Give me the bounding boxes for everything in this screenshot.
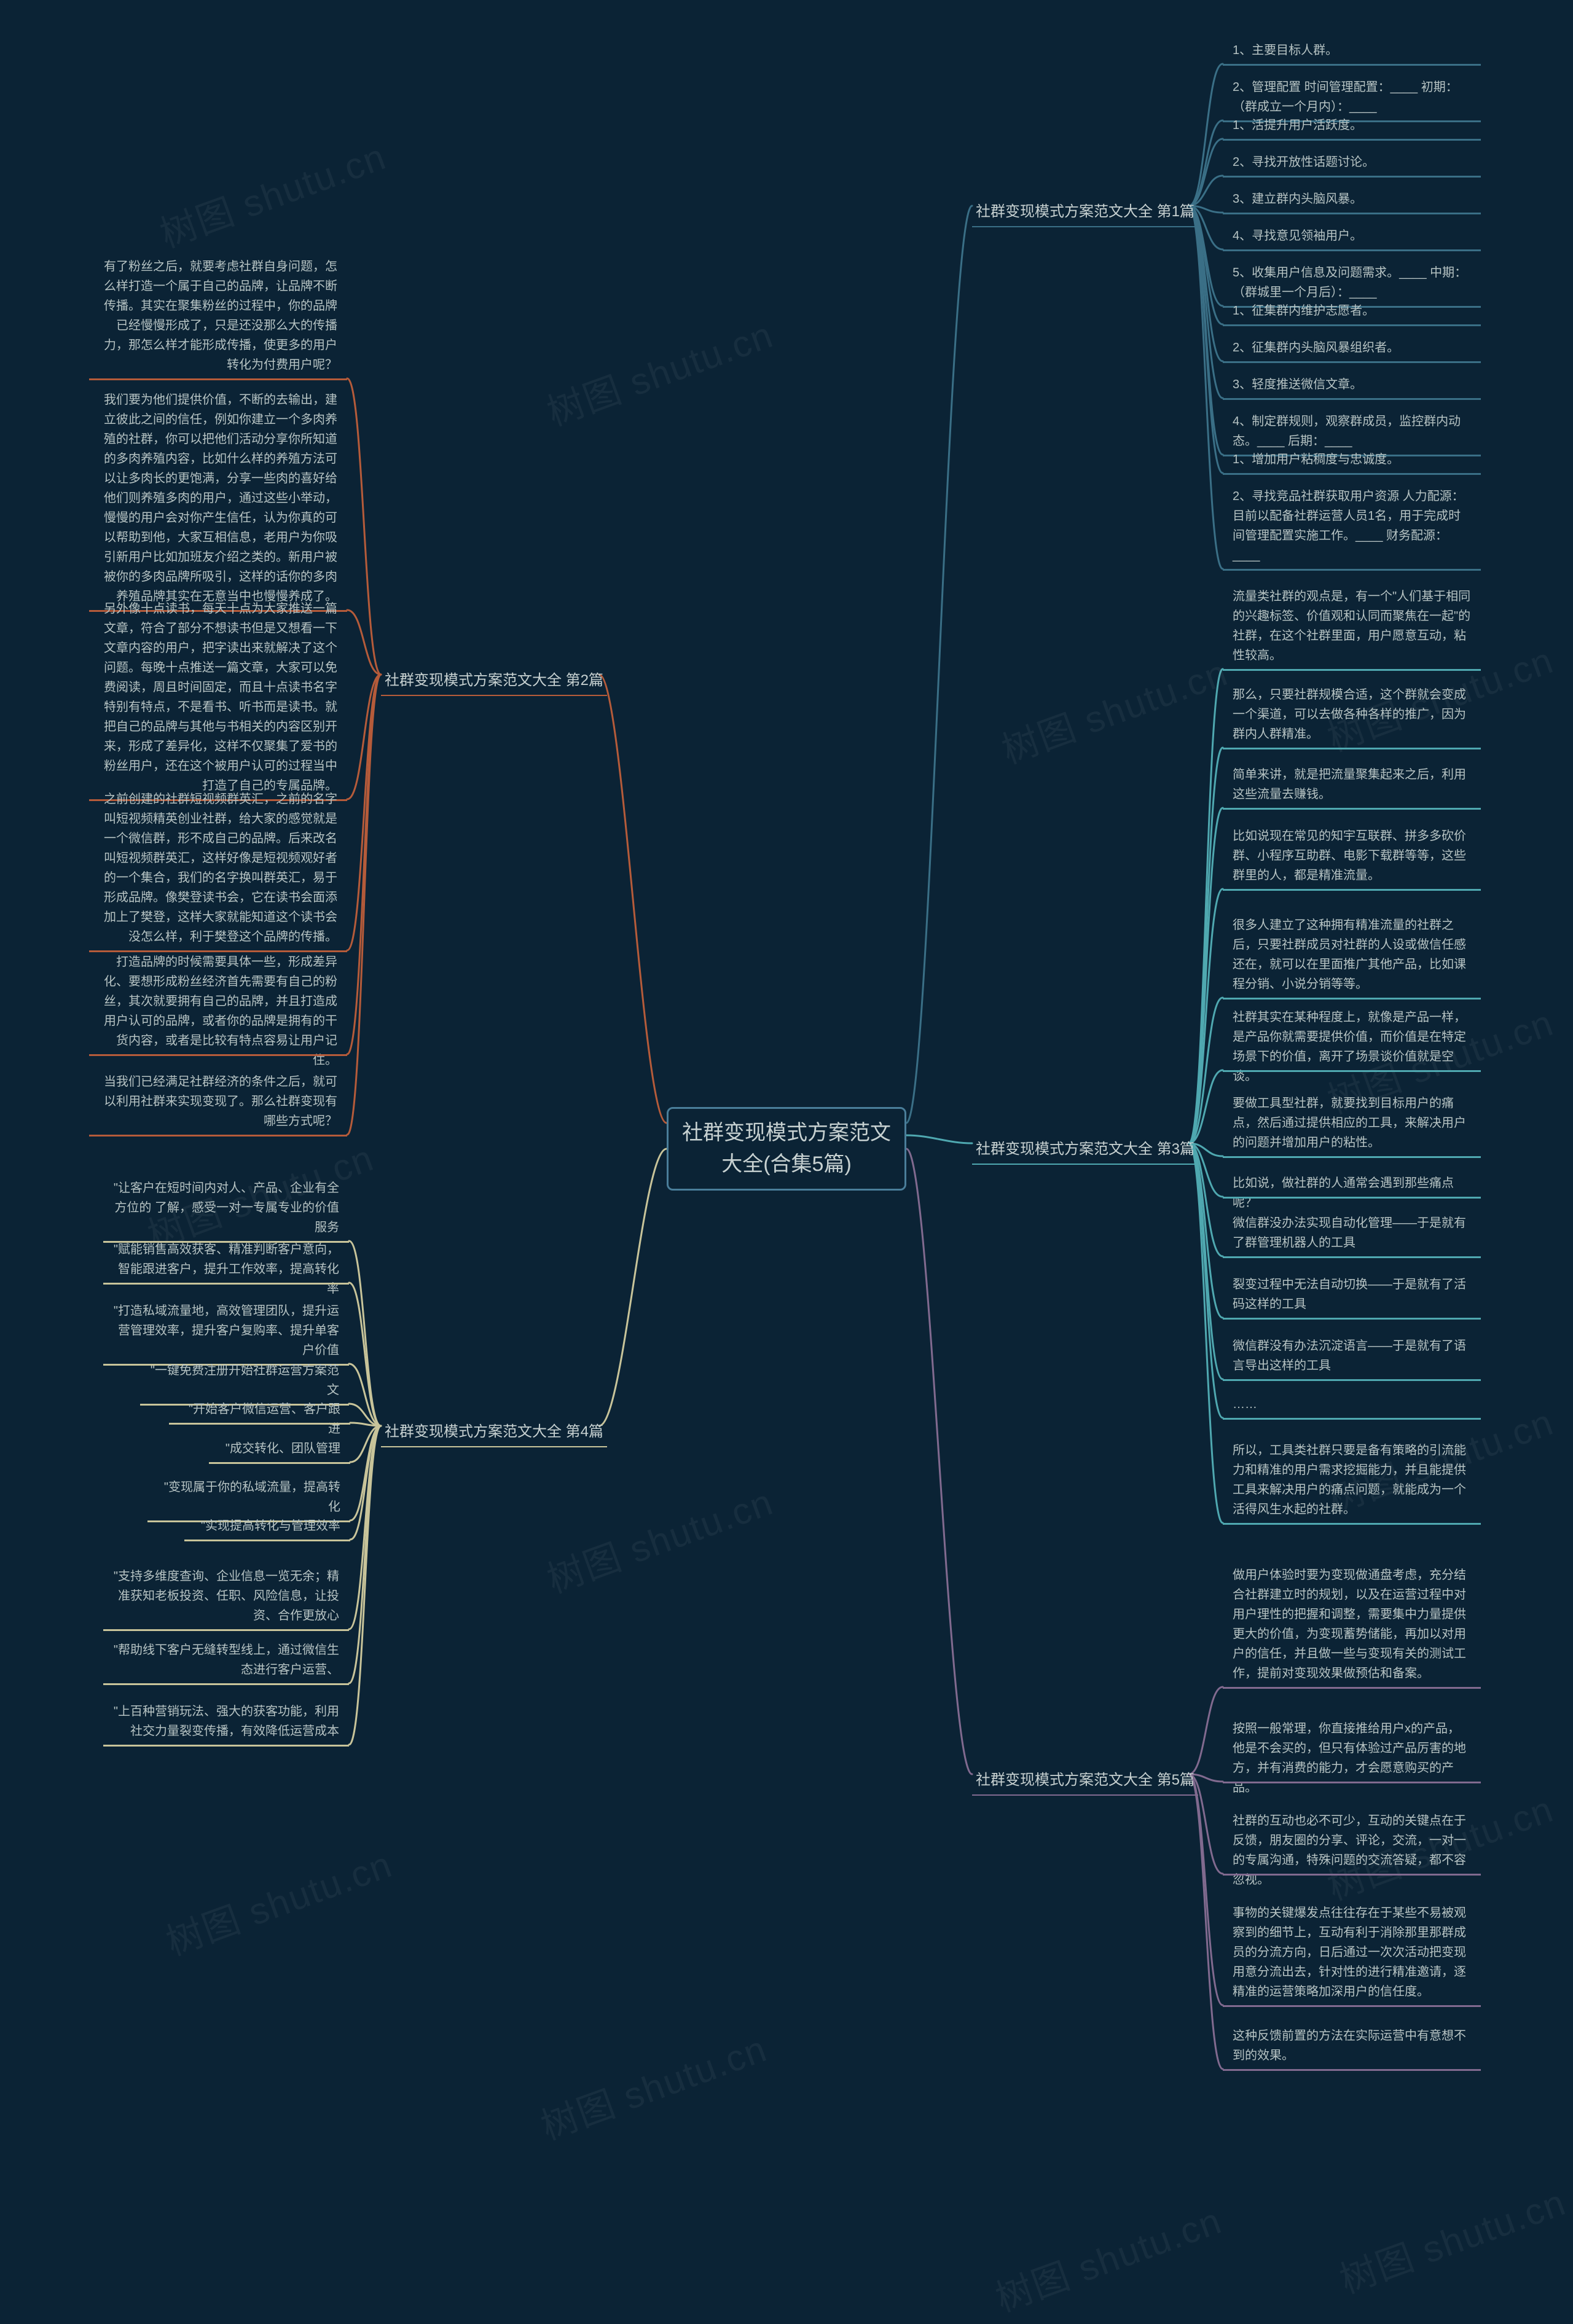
leaf-node: 2、寻找开放性话题讨论。 bbox=[1223, 146, 1481, 178]
leaf-node: 社群的互动也必不可少，互动的关键点在于反馈，朋友圈的分享、评论，交流，一对一的专… bbox=[1223, 1805, 1481, 1896]
leaf-underline bbox=[1223, 361, 1481, 363]
leaf-underline bbox=[1223, 748, 1481, 749]
leaf-node: 4、寻找意见领袖用户。 bbox=[1223, 220, 1481, 252]
leaf-underline bbox=[1223, 2069, 1481, 2071]
leaf-node: 这种反馈前置的方法在实际运营中有意想不到的效果。 bbox=[1223, 2020, 1481, 2072]
watermark: 树图 shutu.cn bbox=[987, 2191, 1228, 2323]
leaf-underline bbox=[1223, 213, 1481, 214]
watermark: 树图 shutu.cn bbox=[539, 1473, 780, 1604]
leaf-node: 按照一般常理，你直接推给用户x的产品，他是不会买的，但只有体验过产品厉害的地方，… bbox=[1223, 1713, 1481, 1804]
leaf-node: "支持多维度查询、企业信息一览无余；精准获知老板投资、任职、风险信息，让投资、合… bbox=[103, 1560, 349, 1632]
leaf-node: 3、建立群内头脑风暴。 bbox=[1223, 183, 1481, 215]
leaf-underline bbox=[1223, 1874, 1481, 1876]
leaf-node: "让客户在短时间内对人、产品、企业有全方位的 了解，感受一对一专属专业的价值服务 bbox=[103, 1172, 349, 1243]
leaf-node: 裂变过程中无法自动切换——于是就有了活码这样的工具 bbox=[1223, 1269, 1481, 1320]
watermark: 树图 shutu.cn bbox=[158, 1835, 399, 1966]
leaf-underline bbox=[89, 1054, 347, 1056]
leaf-node: 3、轻度推送微信文章。 bbox=[1223, 369, 1481, 401]
leaf-underline bbox=[89, 378, 347, 380]
watermark: 树图 shutu.cn bbox=[1332, 2173, 1572, 2304]
leaf-node: 我们要为他们提供价值，不断的去输出，建立彼此之间的信任，例如你建立一个多肉养殖的… bbox=[89, 384, 347, 612]
leaf-underline bbox=[1223, 176, 1481, 178]
watermark: 树图 shutu.cn bbox=[152, 127, 393, 259]
leaf-underline bbox=[169, 1423, 350, 1425]
leaf-node: 1、主要目标人群。 bbox=[1223, 34, 1481, 66]
leaf-underline bbox=[1223, 1197, 1481, 1199]
leaf-underline bbox=[1223, 1156, 1481, 1158]
watermark: 树图 shutu.cn bbox=[994, 643, 1234, 775]
leaf-node: 事物的关键爆发点往往存在于某些不易被观察到的细节上，互动有利于消除那里那群成员的… bbox=[1223, 1897, 1481, 2008]
leaf-underline bbox=[103, 1283, 349, 1285]
leaf-node: 做用户体验时要为变现做通盘考虑，充分结合社群建立时的规划，以及在运营过程中对用户… bbox=[1223, 1559, 1481, 1689]
leaf-node: 比如说现在常见的知宇互联群、拼多多砍价群、小程序互助群、电影下载群等等，这些群里… bbox=[1223, 820, 1481, 891]
root-node: 社群变现模式方案范文大全(合集5篇) bbox=[667, 1107, 906, 1191]
watermark: 树图 shutu.cn bbox=[533, 2019, 774, 2151]
leaf-underline bbox=[1223, 1782, 1481, 1783]
branch-label: 社群变现模式方案范文大全 第2篇 bbox=[381, 667, 607, 696]
leaf-node: 1、增加用户粘稠度与忠诚度。 bbox=[1223, 444, 1481, 475]
watermark: 树图 shutu.cn bbox=[539, 305, 780, 437]
leaf-node: 微信群没办法实现自动化管理——于是就有了群管理机器人的工具 bbox=[1223, 1207, 1481, 1259]
leaf-underline bbox=[1223, 569, 1481, 571]
leaf-node: "成交转化、团队管理 bbox=[209, 1433, 350, 1465]
branch-label: 社群变现模式方案范文大全 第4篇 bbox=[381, 1418, 607, 1447]
leaf-underline bbox=[1223, 1256, 1481, 1258]
leaf-underline bbox=[1223, 1070, 1481, 1072]
leaf-node: 很多人建立了这种拥有精准流量的社群之后，只要社群成员对社群的人设或做信任感还在，… bbox=[1223, 909, 1481, 1000]
leaf-node: 之前创建的社群短视频群英汇，之前的名字叫短视频精英创业社群，给大家的感觉就是一个… bbox=[89, 783, 347, 953]
leaf-underline bbox=[1223, 2005, 1481, 2007]
leaf-node: 简单来讲，就是把流量聚集起来之后，利用这些流量去赚钱。 bbox=[1223, 759, 1481, 810]
leaf-underline bbox=[209, 1462, 350, 1464]
leaf-node: "上百种营销玩法、强大的获客功能，利用社交力量裂变传播，有效降低运营成本 bbox=[103, 1696, 349, 1747]
leaf-node: 当我们已经满足社群经济的条件之后，就可以利用社群来实现变现了。那么社群变现有哪些… bbox=[89, 1066, 347, 1137]
branch-label: 社群变现模式方案范文大全 第1篇 bbox=[972, 198, 1198, 227]
leaf-underline bbox=[103, 1745, 349, 1747]
leaf-underline bbox=[1223, 998, 1481, 1000]
leaf-underline bbox=[184, 1540, 350, 1541]
leaf-underline bbox=[1223, 398, 1481, 400]
leaf-node: 1、活提升用户活跃度。 bbox=[1223, 109, 1481, 141]
leaf-node: "赋能销售高效获客、精准判断客户意向，智能跟进客户，提升工作效率，提高转化率 bbox=[103, 1234, 349, 1305]
leaf-node: 所以，工具类社群只要是备有策略的引流能力和精准的用户需求挖掘能力，并且能提供工具… bbox=[1223, 1434, 1481, 1525]
leaf-node: 要做工具型社群，就要找到目标用户的痛点，然后通过提供相应的工具，来解决用户的问题… bbox=[1223, 1087, 1481, 1159]
leaf-underline bbox=[1223, 1418, 1481, 1420]
leaf-underline bbox=[103, 1683, 349, 1685]
leaf-underline bbox=[1223, 1318, 1481, 1320]
leaf-underline bbox=[1223, 473, 1481, 475]
mindmap-canvas: 树图 shutu.cn 树图 shutu.cn 树图 shutu.cn 树图 shut… bbox=[0, 0, 1573, 2324]
leaf-node: 打造品牌的时候需要具体一些，形成差异化、要想形成粉丝经济首先需要有自己的粉丝，其… bbox=[89, 946, 347, 1076]
leaf-underline bbox=[1223, 324, 1481, 326]
branch-label: 社群变现模式方案范文大全 第3篇 bbox=[972, 1135, 1198, 1165]
leaf-underline bbox=[1223, 889, 1481, 891]
leaf-node: 那么，只要社群规模合适，这个群就会变成一个渠道，可以去做各种各样的推广，因为群内… bbox=[1223, 679, 1481, 750]
leaf-underline bbox=[1223, 808, 1481, 810]
leaf-underline bbox=[103, 1629, 349, 1631]
leaf-underline bbox=[1223, 139, 1481, 141]
leaf-node: 社群其实在某种程度上，就像是产品一样，是产品你就需要提供价值，而价值是在特定场景… bbox=[1223, 1001, 1481, 1092]
leaf-underline bbox=[89, 1135, 347, 1137]
leaf-underline bbox=[1223, 249, 1481, 251]
leaf-node: …… bbox=[1223, 1388, 1481, 1420]
branch-label: 社群变现模式方案范文大全 第5篇 bbox=[972, 1766, 1198, 1796]
leaf-underline bbox=[1223, 64, 1481, 66]
leaf-node: "帮助线下客户无缝转型线上，通过微信生态进行客户运营、 bbox=[103, 1634, 349, 1686]
leaf-underline bbox=[1223, 669, 1481, 671]
leaf-node: 有了粉丝之后，就要考虑社群自身问题，怎么样打造一个属于自己的品牌，让品牌不断传播… bbox=[89, 251, 347, 381]
leaf-node: 2、征集群内头脑风暴组织者。 bbox=[1223, 332, 1481, 364]
leaf-node: 另外像十点读书，每天十点为大家推送一篇文章，符合了部分不想读书但是又想看一下文章… bbox=[89, 593, 347, 802]
leaf-node: 1、征集群内维护志愿者。 bbox=[1223, 295, 1481, 327]
leaf-node: 微信群没有办法沉淀语言——于是就有了语言导出这样的工具 bbox=[1223, 1330, 1481, 1382]
leaf-underline bbox=[1223, 1687, 1481, 1689]
leaf-node: 2、寻找竞品社群获取用户资源 人力配源：目前以配备社群运营人员1名，用于完成时间… bbox=[1223, 480, 1481, 571]
leaf-underline bbox=[1223, 1523, 1481, 1525]
leaf-node: "实现提高转化与管理效率 bbox=[184, 1510, 350, 1542]
leaf-underline bbox=[1223, 1379, 1481, 1381]
leaf-node: 流量类社群的观点是，有一个"人们基于相同的兴趣标签、价值观和认同而聚焦在一起"的… bbox=[1223, 581, 1481, 671]
